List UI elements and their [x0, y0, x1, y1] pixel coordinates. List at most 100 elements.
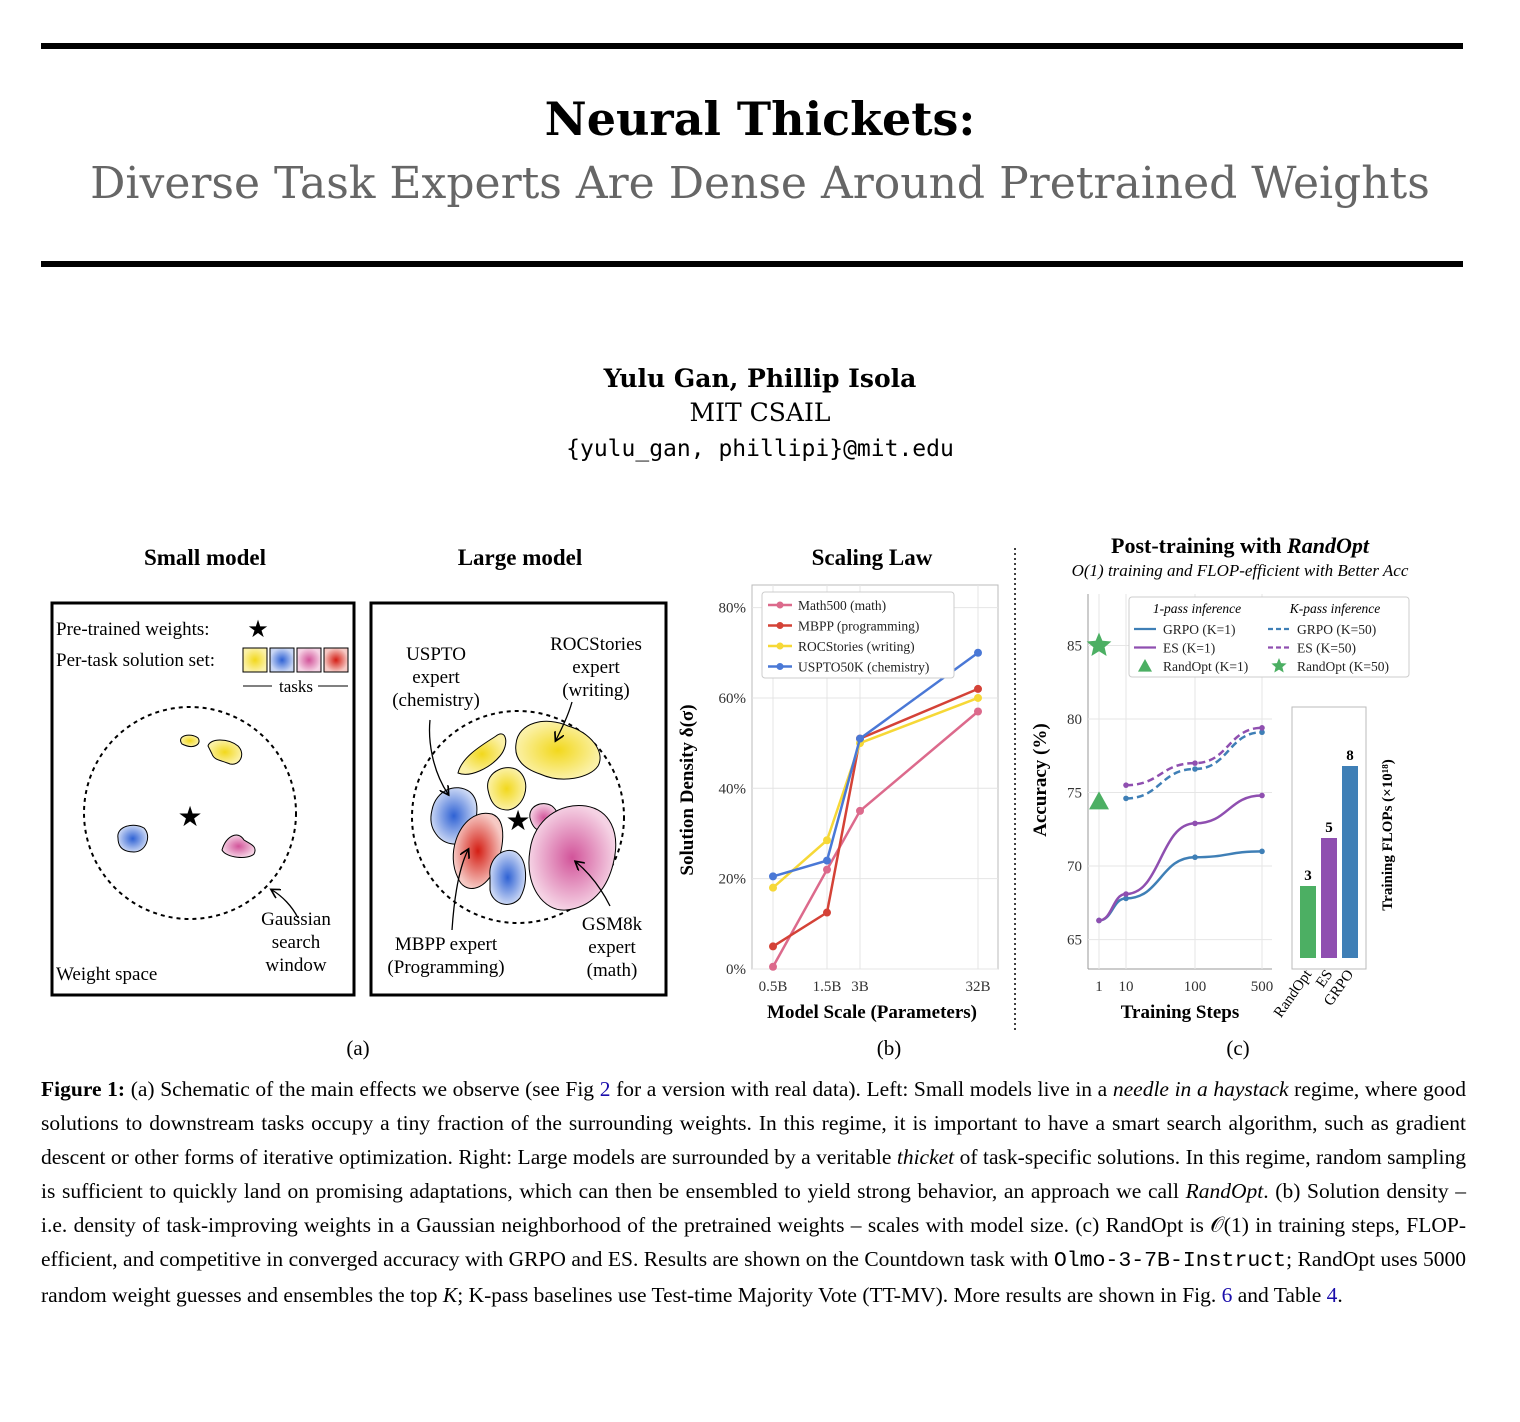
- gaussian-window: [411, 710, 625, 924]
- yellow-blob: [515, 720, 601, 780]
- chart-c-point: [1096, 917, 1102, 924]
- fig-2-link[interactable]: 2: [599, 1077, 611, 1101]
- chart-c-legend-label: GRPO (K=50): [1297, 622, 1376, 637]
- chart-c-point: [1259, 848, 1265, 855]
- chart-c-point: [1259, 792, 1265, 799]
- chart-c-legend-label: ES (K=50): [1297, 641, 1356, 656]
- chart-b-xlabel: Model Scale (Parameters): [767, 1002, 977, 1023]
- chart-c-xtick: 500: [1251, 979, 1274, 995]
- star-icon: ★: [247, 617, 269, 643]
- chart-b-point: [823, 836, 831, 845]
- chart-c-legend-label: RandOpt (K=1): [1163, 659, 1248, 674]
- chart-c-ytick: 70: [1067, 859, 1082, 875]
- chart-b-ytick: 80%: [719, 601, 747, 617]
- chart-c-legend-header: 1-pass inference: [1153, 601, 1241, 616]
- chart-b-legend-marker: [776, 622, 784, 629]
- chart-c-point: [1192, 820, 1198, 827]
- figure-1: Small model Pre-trained weights: ★ Per-t…: [50, 533, 1410, 1060]
- chart-b-legend: [761, 591, 955, 679]
- large-model-box: [369, 601, 668, 997]
- chart-b-xtick: 0.5B: [759, 979, 788, 995]
- chart-c-subtitle: O(1) training and FLOP-efficient with Be…: [1072, 561, 1409, 580]
- chart-c-point: [1123, 782, 1129, 788]
- paper-title: Neural Thickets:: [544, 92, 976, 146]
- gaussian-label-2: search: [272, 932, 321, 953]
- chart-c-point: [1192, 760, 1198, 766]
- chart-c-series-line: [1098, 850, 1263, 922]
- chart-b-point: [974, 707, 982, 716]
- gaussian-label-3: window: [265, 955, 327, 976]
- authors: Yulu Gan, Phillip Isola: [603, 364, 917, 393]
- fig-6-link[interactable]: 6: [1221, 1283, 1233, 1307]
- tasks-label: tasks: [279, 677, 313, 696]
- chart-b-point: [856, 806, 864, 815]
- pretrained-label: Pre-trained weights:: [56, 619, 210, 640]
- caption-label: Figure 1:: [41, 1077, 126, 1101]
- chart-b-point: [823, 908, 831, 917]
- uspto-label-2: expert: [412, 667, 460, 688]
- figure-caption: Figure 1: (a) Schematic of the main effe…: [41, 1077, 1467, 1307]
- panel-b-label: (b): [877, 1036, 902, 1060]
- top-rule: [41, 43, 1463, 49]
- chart-b-point: [823, 856, 831, 865]
- uspto-label-1: USPTO: [406, 644, 466, 665]
- chart-c-inset-bar-label: 5: [1325, 820, 1333, 836]
- chart-c-ytick: 65: [1067, 933, 1082, 949]
- rocstories-label-3: (writing): [562, 680, 630, 701]
- chart-c-ytick: 80: [1067, 712, 1082, 728]
- chart-b-point: [769, 883, 777, 892]
- chart-c-ylabel: Accuracy (%): [1030, 723, 1051, 836]
- panel-a-label: (a): [346, 1036, 369, 1060]
- gsm8k-label-2: expert: [588, 937, 636, 958]
- gsm8k-label-3: (math): [587, 960, 638, 981]
- yellow-blob: [457, 733, 507, 775]
- chart-c-randopt-k1-marker: [1089, 791, 1109, 810]
- chart-c-legend-label: RandOpt (K=50): [1297, 659, 1389, 674]
- mbpp-label-1: MBPP expert: [395, 934, 498, 955]
- chart-b-legend-label: MBPP (programming): [798, 619, 919, 634]
- chart-c-legend-header: K-pass inference: [1289, 601, 1381, 616]
- chart-b-xtick: 1.5B: [813, 979, 842, 995]
- mbpp-label-2: (Programming): [387, 957, 504, 978]
- affiliation: MIT CSAIL: [689, 398, 831, 427]
- pink-blob: [221, 834, 256, 858]
- weight-space-label: Weight space: [56, 964, 157, 985]
- chart-b-ytick: 0%: [726, 962, 746, 978]
- chart-b-point: [769, 872, 777, 881]
- chart-c-randopt-k50-marker: [1086, 632, 1112, 656]
- chart-c-point: [1192, 766, 1198, 772]
- chart-c-inset-bar: [1342, 766, 1358, 958]
- chart-b-legend-marker: [776, 663, 784, 670]
- rocstories-label-2: expert: [572, 657, 620, 678]
- yellow-blob: [207, 739, 243, 765]
- paper-subtitle: Diverse Task Experts Are Dense Around Pr…: [90, 158, 1430, 209]
- chart-b-series-line: [772, 687, 979, 948]
- red-task-swatch: [323, 647, 349, 673]
- chart-b-title: Scaling Law: [812, 545, 933, 570]
- pretrained-star-icon: ★: [505, 806, 530, 837]
- pretrained-star-icon: ★: [177, 802, 202, 833]
- table-4-link[interactable]: 4: [1326, 1283, 1338, 1307]
- chart-c-series-line: [1125, 730, 1263, 800]
- small-model-box: [50, 601, 356, 997]
- chart-b-series-line: [772, 696, 979, 889]
- yellow-task-swatch: [242, 647, 268, 673]
- chart-c-point: [1123, 795, 1129, 802]
- chart-c-ytick: 85: [1067, 638, 1082, 654]
- chart-b-point: [974, 648, 982, 657]
- chart-c-inset-bar-label: 8: [1346, 748, 1354, 764]
- pink-task-swatch: [296, 647, 322, 673]
- chart-b-legend-marker: [776, 642, 784, 650]
- blue-blob: [117, 824, 149, 853]
- chart-c-point: [1123, 891, 1129, 897]
- solution-set-label: Per-task solution set:: [56, 650, 215, 671]
- chart-b-legend-label: USPTO50K (chemistry): [798, 660, 929, 675]
- yellow-blob: [487, 767, 527, 811]
- chart-b-point: [974, 693, 982, 702]
- chart-b-point: [769, 962, 777, 971]
- chart-b-xtick: 32B: [965, 979, 990, 995]
- rocstories-label-1: ROCStories: [550, 634, 642, 655]
- chart-b-point: [974, 684, 982, 693]
- chart-b-ytick: 20%: [719, 872, 747, 888]
- chart-b-ytick: 40%: [719, 781, 747, 797]
